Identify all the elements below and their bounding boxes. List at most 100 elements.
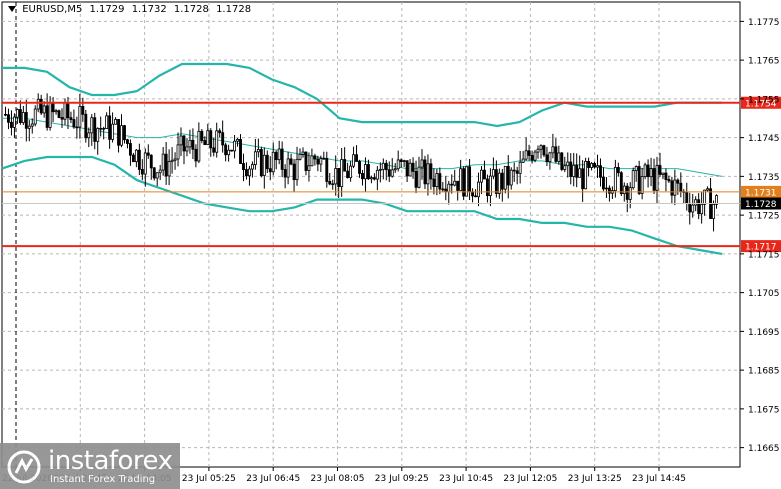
- y-tick-label: 1.1665: [748, 444, 780, 454]
- candle-body: [161, 153, 165, 171]
- y-tick-label: 1.1725: [748, 212, 780, 222]
- level-label: 1.1728: [745, 200, 777, 210]
- candle-body: [616, 167, 620, 174]
- candle-body: [221, 132, 225, 146]
- price-axis: 1.1775 1.1765 1.1755 1.1745 1.1735 1.1725 1.17…: [740, 18, 780, 454]
- candle-body: [399, 159, 403, 162]
- candle-body: [652, 168, 656, 191]
- candle-body: [256, 149, 260, 153]
- candle-body: [227, 149, 231, 156]
- candle-body: [640, 176, 644, 194]
- candle-body: [15, 109, 19, 118]
- instaforex-logo-icon: [7, 450, 41, 484]
- candle-body: [584, 160, 588, 190]
- candle-body: [343, 159, 347, 172]
- x-tick-label: 23 Jul 10:45: [439, 474, 493, 484]
- candle-body: [468, 166, 472, 193]
- y-tick-label: 1.1705: [748, 289, 780, 299]
- candle-body: [521, 158, 525, 163]
- x-tick-label: 23 Jul 14:45: [632, 474, 686, 484]
- close-value: 1.1728: [216, 4, 252, 15]
- candle-body: [563, 165, 567, 170]
- candle-body: [137, 149, 141, 170]
- y-tick-label: 1.1765: [748, 57, 780, 67]
- level-tag: [741, 197, 781, 210]
- level-tag: [741, 240, 781, 253]
- candle-body: [697, 199, 701, 215]
- candle-body: [670, 180, 674, 196]
- candle-body: [262, 154, 266, 176]
- x-tick-label: 23 Jul 13:25: [568, 474, 622, 484]
- candle-body: [408, 162, 412, 177]
- candle-body: [224, 144, 228, 156]
- candle-body: [191, 139, 195, 150]
- candle-body: [36, 98, 40, 110]
- candle-body: [381, 162, 385, 170]
- candle-body: [375, 169, 379, 180]
- candle-body: [673, 179, 677, 196]
- candle-body: [21, 112, 25, 123]
- candle-body: [66, 102, 70, 119]
- candle-body: [212, 147, 216, 153]
- candle-body: [307, 165, 311, 171]
- candle-body: [483, 169, 486, 180]
- candle-body: [715, 195, 718, 205]
- candle-body: [39, 98, 43, 114]
- symbol-label: EURUSD,M5: [22, 4, 83, 15]
- candle-body: [622, 185, 626, 194]
- candle-body: [700, 204, 704, 215]
- candle-body: [173, 158, 177, 161]
- plot-frame: [1, 1, 741, 468]
- candle-body: [131, 154, 135, 163]
- candle-body: [477, 181, 480, 198]
- candle-body: [384, 162, 388, 171]
- candle-body: [703, 189, 707, 205]
- candle-body: [250, 164, 254, 170]
- candle-body: [664, 172, 668, 180]
- y-tick-label: 1.1715: [748, 250, 780, 260]
- candle-body: [512, 169, 516, 172]
- candle-body: [120, 125, 123, 146]
- candle-body: [366, 164, 370, 180]
- candle-body: [465, 166, 469, 197]
- candle-body: [545, 154, 549, 163]
- candle-body: [54, 110, 58, 113]
- candle-body: [33, 108, 37, 125]
- candle-body: [625, 185, 629, 200]
- candle-body: [319, 158, 323, 165]
- candle-body: [203, 140, 207, 146]
- candles: [4, 93, 718, 232]
- candle-body: [152, 167, 156, 179]
- candle-body: [126, 139, 129, 144]
- candle-body: [108, 115, 112, 140]
- candle-body: [90, 117, 94, 134]
- candle-body: [334, 168, 338, 185]
- candle-body: [539, 145, 543, 150]
- candle-body: [587, 160, 591, 168]
- candle-body: [390, 169, 394, 177]
- candle-body: [30, 123, 34, 127]
- candle-body: [706, 188, 710, 191]
- candle-body: [337, 168, 341, 188]
- candle-body: [322, 157, 326, 160]
- candle-body: [277, 148, 281, 161]
- candle-body: [325, 157, 329, 182]
- x-tick-label: 23 Jul 05:25: [182, 474, 236, 484]
- candle-body: [298, 153, 302, 160]
- candle-body: [619, 172, 623, 194]
- candle-body: [182, 135, 186, 152]
- candle-body: [527, 150, 531, 156]
- candle-body: [349, 165, 353, 179]
- candle-body: [117, 119, 120, 146]
- candle-body: [304, 151, 308, 171]
- candle-body: [658, 165, 662, 175]
- dropdown-icon[interactable]: [8, 6, 16, 12]
- candle-body: [149, 154, 153, 169]
- candle-body: [247, 168, 251, 177]
- candle-body: [179, 135, 183, 146]
- candle-body: [114, 119, 118, 125]
- candle-body: [530, 155, 534, 161]
- candle-body: [42, 105, 46, 114]
- candle-body: [27, 125, 31, 129]
- candle-body: [346, 170, 350, 179]
